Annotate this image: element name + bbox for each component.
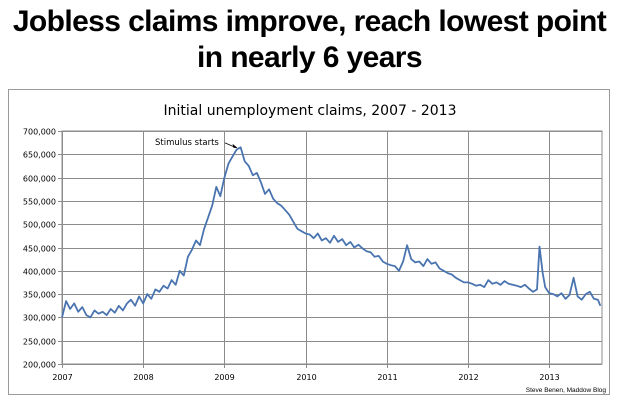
x-tick-label: 2012 [458, 373, 478, 382]
x-tick-label: 2010 [296, 373, 316, 382]
y-tick-label: 500,000 [23, 221, 56, 230]
plot-area-border [61, 130, 603, 365]
headline: Jobless claims improve, reach lowest poi… [0, 4, 619, 76]
y-tick-label: 700,000 [23, 128, 56, 137]
y-tick-label: 250,000 [23, 338, 56, 347]
y-tick-label: 450,000 [23, 245, 56, 254]
x-tick-label: 2011 [377, 373, 397, 382]
headline-line-2: in nearly 6 years [197, 41, 423, 74]
headline-line-1: Jobless claims improve, reach lowest poi… [12, 5, 607, 38]
y-tick-label: 600,000 [23, 175, 56, 184]
y-tick-label: 350,000 [23, 291, 56, 300]
x-tick-label: 2008 [133, 373, 153, 382]
chart-frame [8, 89, 610, 395]
y-tick-label: 200,000 [23, 361, 56, 370]
x-tick-label: 2013 [539, 373, 559, 382]
y-tick-label: 550,000 [23, 198, 56, 207]
y-tick-label: 650,000 [23, 151, 56, 160]
annotation-stimulus-starts: Stimulus starts [155, 138, 219, 148]
annotation-arrow-head [232, 143, 238, 148]
series-line [61, 146, 602, 319]
chart-title: Initial unemployment claims, 2007 - 2013 [164, 103, 457, 119]
x-tick-label: 2007 [52, 373, 72, 382]
credit-text: Steve Benen, Maddow Blog [526, 387, 607, 394]
y-tick-label: 400,000 [23, 268, 56, 277]
y-tick-label: 300,000 [23, 314, 56, 323]
x-tick-label: 2009 [214, 373, 234, 382]
